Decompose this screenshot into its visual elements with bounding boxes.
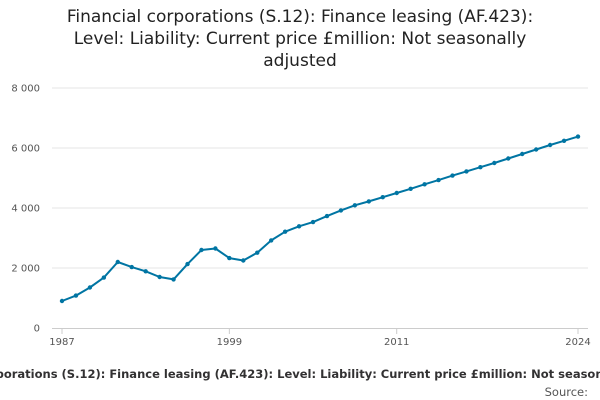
grid-lines: 0 2 000 4 000 6 000 8 000 <box>11 84 588 335</box>
y-tick-label: 2 000 <box>11 264 40 275</box>
series-line <box>61 135 579 302</box>
data-point[interactable] <box>241 258 246 263</box>
data-point[interactable] <box>101 275 107 280</box>
data-point[interactable] <box>366 199 372 204</box>
data-point[interactable] <box>227 255 232 261</box>
data-point[interactable] <box>338 208 344 213</box>
data-point[interactable] <box>520 151 525 157</box>
y-tick-label: 8 000 <box>11 84 40 95</box>
data-point[interactable] <box>282 229 288 234</box>
data-point[interactable] <box>436 177 441 183</box>
data-point[interactable] <box>255 250 260 255</box>
data-series <box>59 134 581 304</box>
x-tick-label: 2011 <box>384 337 409 348</box>
data-point[interactable] <box>464 169 469 174</box>
data-point[interactable] <box>506 156 511 161</box>
data-point[interactable] <box>87 285 93 290</box>
data-point[interactable] <box>157 274 162 280</box>
data-point[interactable] <box>394 190 399 196</box>
data-point[interactable] <box>185 261 190 267</box>
x-tick-label: 1999 <box>217 337 242 348</box>
data-point[interactable] <box>296 224 302 229</box>
x-tick-label: 1987 <box>49 337 74 348</box>
data-point[interactable] <box>143 269 148 274</box>
data-point[interactable] <box>129 264 134 270</box>
data-point[interactable] <box>73 293 79 298</box>
y-tick-label: 6 000 <box>11 144 40 155</box>
legend-item-label: Financial corporations (S.12): Finance l… <box>0 367 600 381</box>
data-point[interactable] <box>478 165 483 170</box>
data-point[interactable] <box>533 147 539 152</box>
x-axis: 1987 1999 2011 2024 <box>49 328 591 348</box>
data-point[interactable] <box>352 203 358 208</box>
data-point[interactable] <box>115 259 120 265</box>
data-point[interactable] <box>380 195 385 200</box>
data-point[interactable] <box>59 298 65 304</box>
data-point[interactable] <box>268 238 274 243</box>
y-tick-label: 0 <box>34 324 40 335</box>
data-point[interactable] <box>492 160 497 166</box>
data-point[interactable] <box>561 138 567 143</box>
data-point[interactable] <box>199 247 204 253</box>
chart-title: Financial corporations (S.12): Finance l… <box>66 7 534 71</box>
y-tick-label: 4 000 <box>11 204 40 215</box>
data-point[interactable] <box>547 142 553 148</box>
data-point[interactable] <box>213 246 218 251</box>
data-point[interactable] <box>422 182 427 187</box>
data-point[interactable] <box>310 219 316 225</box>
source-label: Source: <box>545 385 588 399</box>
data-point[interactable] <box>450 173 455 178</box>
data-point[interactable] <box>408 186 413 191</box>
x-tick-label: 2024 <box>565 337 590 348</box>
data-point[interactable] <box>575 134 581 139</box>
data-point[interactable] <box>171 277 176 282</box>
data-point[interactable] <box>324 213 330 219</box>
legend: Financial corporations (S.12): Finance l… <box>0 367 600 399</box>
